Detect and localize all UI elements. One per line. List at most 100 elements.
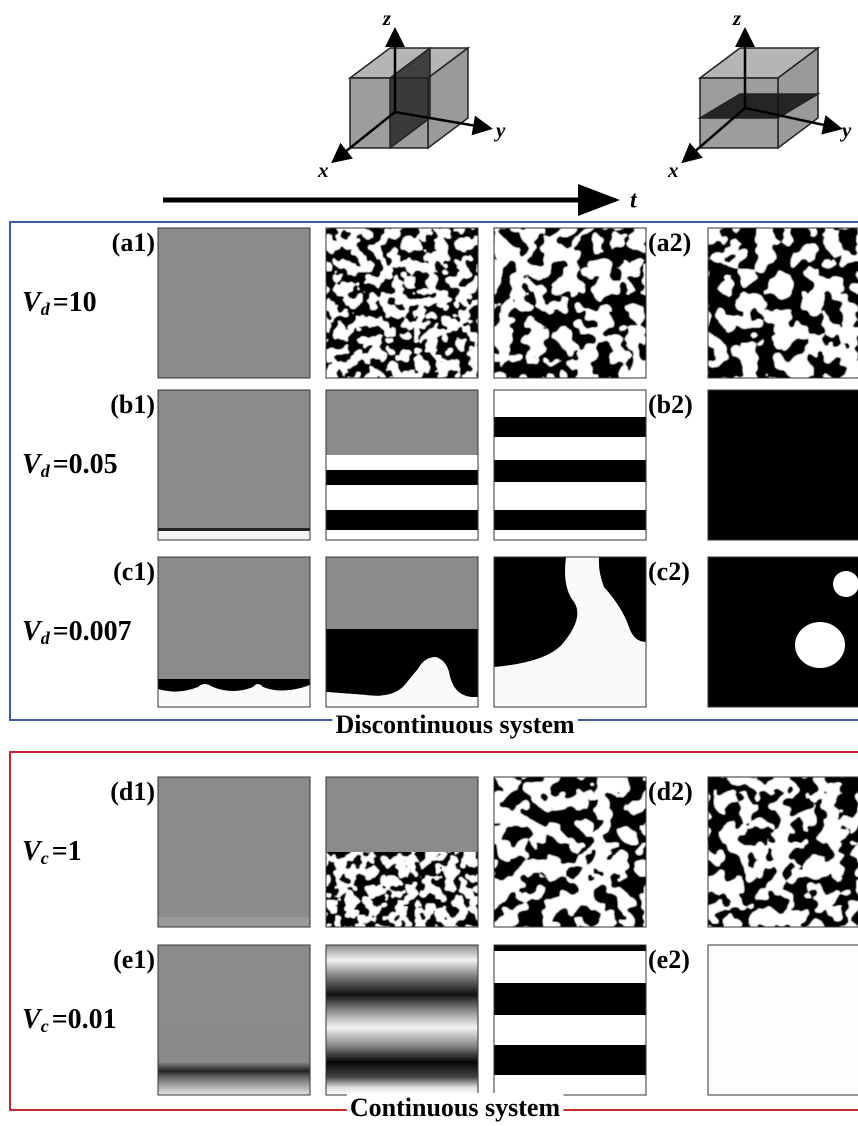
panel-image [494, 557, 646, 707]
region [494, 482, 646, 510]
region [494, 510, 646, 530]
axis-label: z [732, 6, 742, 30]
panel-label: (a1) [112, 228, 155, 257]
panel-label: (e2) [648, 945, 690, 974]
region [494, 460, 646, 482]
region [158, 679, 310, 692]
panel-image [708, 228, 858, 378]
region [494, 1015, 646, 1045]
simulation-panel [708, 945, 858, 1095]
row-subscript: d [41, 299, 51, 319]
row-value: =10 [53, 287, 97, 318]
figure: z y x z y x t (a1) (a2) Vd=10 (b1) (b2) Vd=0.… [0, 0, 858, 1126]
panel-image [708, 777, 858, 927]
time-arrow-head [578, 184, 620, 216]
simulation-panel [326, 557, 478, 707]
simulation-panel [708, 228, 858, 378]
panel-image [158, 228, 310, 378]
cube-horizontal-slice [685, 32, 838, 160]
panel-image [158, 390, 310, 540]
region [494, 390, 646, 417]
simulation-panel [326, 945, 478, 1095]
simulation-panel [158, 390, 310, 540]
simulation-panel [158, 945, 310, 1095]
panel-image [708, 557, 858, 707]
texture [708, 228, 858, 378]
simulation-panel [708, 557, 858, 707]
axis-label: y [839, 118, 852, 142]
row-subscript: d [41, 461, 51, 481]
droplet [833, 571, 858, 597]
row-value: =0.05 [53, 449, 118, 480]
texture [326, 228, 478, 378]
simulation-panel [494, 390, 646, 540]
region [326, 485, 478, 510]
panel-label: (d1) [110, 777, 155, 806]
panel-image [494, 390, 646, 540]
simulation-panel [158, 777, 310, 927]
panel-label: (c1) [113, 557, 155, 586]
region [158, 777, 310, 927]
panel-label: (e1) [113, 945, 155, 974]
region [326, 455, 478, 470]
panel-image [326, 228, 478, 378]
region [326, 945, 478, 1095]
region [326, 530, 478, 540]
region [158, 945, 310, 1095]
texture [326, 847, 478, 927]
axis-label: z [382, 6, 392, 30]
region [158, 390, 310, 540]
axis-label: x [667, 158, 679, 182]
panel-image [326, 945, 478, 1095]
panel-label: (c2) [648, 557, 690, 586]
panel-label: (b1) [110, 390, 155, 419]
region [494, 530, 646, 540]
row-label: Vc=0.01 [22, 1004, 117, 1036]
row-label: Vc=1 [22, 836, 82, 868]
row-value: =0.01 [52, 1004, 117, 1035]
region [326, 470, 478, 485]
cube-vertical-slice [335, 32, 488, 160]
panel-image [158, 557, 310, 707]
region [708, 945, 858, 1095]
region [708, 390, 858, 540]
region [326, 510, 478, 530]
texture [708, 777, 858, 927]
axis-label: x [317, 158, 329, 182]
region [494, 1045, 646, 1075]
panel-label: (b2) [648, 390, 693, 419]
panel-image [494, 228, 646, 378]
panel-image [158, 945, 310, 1095]
region [326, 390, 478, 455]
simulation-panel [326, 228, 478, 378]
texture [494, 228, 646, 378]
axis-label: y [493, 118, 506, 142]
texture [494, 777, 646, 927]
region [494, 417, 646, 437]
row-value: =0.007 [53, 616, 132, 647]
time-label: t [630, 188, 638, 214]
region [158, 531, 310, 540]
row-subscript: d [41, 628, 51, 648]
row-label: Vd=10 [22, 287, 97, 319]
row-label: Vd=0.007 [22, 616, 132, 648]
simulation-panel [494, 945, 646, 1095]
region [326, 777, 478, 852]
simulation-panel [326, 777, 478, 927]
region [158, 917, 310, 927]
panel-image [494, 945, 646, 1095]
simulation-panel [494, 228, 646, 378]
region [494, 983, 646, 1015]
panel-label: (a2) [648, 228, 691, 257]
region [494, 951, 646, 983]
simulation-panel [158, 557, 310, 707]
region [158, 228, 310, 378]
simulation-panel [326, 390, 478, 540]
panel-image [326, 390, 478, 540]
panel-label: (d2) [648, 777, 693, 806]
region [494, 945, 646, 951]
region [158, 528, 310, 531]
row-subscript: c [41, 848, 49, 868]
row-subscript: c [41, 1016, 49, 1036]
simulation-panel [708, 390, 858, 540]
